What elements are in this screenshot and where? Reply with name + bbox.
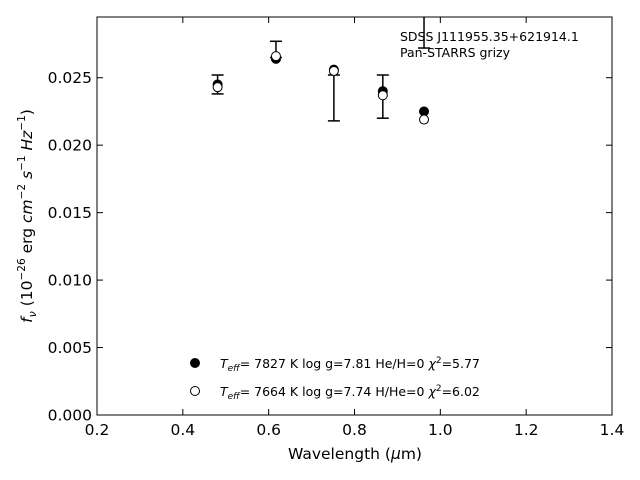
model-point-open — [212, 82, 223, 93]
legend-marker-open — [190, 386, 200, 396]
object-name-annotation: SDSS J111955.35+621914.1 — [400, 29, 579, 44]
x-tick-labels: 0.2 0.4 0.6 0.8 1.0 1.2 1.4 — [85, 421, 625, 439]
survey-annotation: Pan-STARRS grizy — [400, 45, 511, 60]
error-bars — [211, 17, 431, 122]
legend-entry-2: Teff= 7664 K log g=7.74 H/He=0 χ2=6.02 — [220, 384, 480, 402]
y-tick-label: 0.025 — [48, 69, 92, 87]
legend: Teff= 7827 K log g=7.81 He/H=0 χ2=5.77 T… — [190, 356, 480, 402]
x-tick-label: 1.0 — [428, 421, 453, 439]
y-tick-label: 0.020 — [48, 137, 92, 155]
axis-ticks — [96, 17, 613, 416]
x-tick-label: 0.8 — [342, 421, 367, 439]
model-point-open — [419, 114, 430, 125]
model-point-open — [270, 51, 281, 62]
legend-entry-1: Teff= 7827 K log g=7.81 He/H=0 χ2=5.77 — [220, 356, 480, 374]
y-tick-label: 0.005 — [48, 339, 92, 357]
y-axis-label: fν (10−26 erg cm−2 s−1 Hz−1) — [16, 109, 39, 323]
y-tick-labels: 0.000 0.005 0.010 0.015 0.020 0.025 — [48, 69, 92, 424]
y-tick-label: 0.015 — [48, 204, 92, 222]
x-tick-label: 0.2 — [85, 421, 110, 439]
y-tick-label: 0.000 — [48, 407, 92, 425]
x-tick-label: 0.6 — [256, 421, 281, 439]
x-tick-label: 0.4 — [171, 421, 196, 439]
y-tick-label: 0.010 — [48, 272, 92, 290]
model-point-open — [328, 65, 339, 76]
legend-marker-filled — [190, 358, 200, 368]
x-tick-label: 1.4 — [600, 421, 625, 439]
x-tick-label: 1.2 — [514, 421, 539, 439]
model-point-open — [377, 90, 388, 101]
x-axis-label: Wavelength (μm) — [288, 445, 422, 463]
data-markers — [212, 51, 430, 125]
